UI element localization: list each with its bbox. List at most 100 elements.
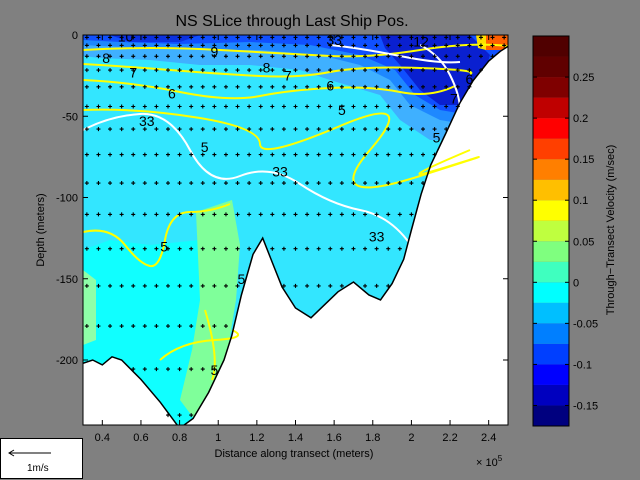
colorbar-swatch — [533, 118, 569, 139]
data-point-marker — [235, 104, 240, 109]
contour-yellow-7 — [204, 309, 216, 381]
data-point-marker — [478, 43, 483, 48]
data-point-marker — [177, 246, 182, 251]
colorbar-tick-label: 0.15 — [573, 154, 594, 166]
contour-label: 5 — [210, 362, 218, 378]
data-point-marker — [96, 324, 101, 329]
data-point-marker — [96, 212, 101, 217]
data-point-marker — [247, 152, 252, 157]
data-point-marker — [154, 104, 159, 109]
x-tick-label: 2 — [408, 432, 414, 444]
data-point-marker — [235, 152, 240, 157]
contour-yellow-3 — [83, 79, 456, 100]
data-point-marker — [467, 68, 472, 73]
contour-label: 5 — [238, 271, 246, 287]
data-point-marker — [108, 43, 113, 48]
data-point-marker — [131, 43, 136, 48]
data-point-marker — [166, 283, 170, 288]
data-point-marker — [374, 181, 379, 186]
data-point-marker — [177, 152, 182, 157]
data-point-marker — [386, 104, 391, 109]
colorbar-swatch — [533, 220, 569, 242]
data-point-marker — [247, 104, 252, 109]
data-point-marker — [305, 127, 310, 132]
data-point-marker — [258, 68, 263, 73]
colorbar-swatch — [533, 405, 569, 426]
data-point-marker — [154, 43, 159, 48]
data-point-marker — [293, 181, 298, 186]
data-point-marker — [212, 127, 217, 132]
data-point-marker — [189, 181, 194, 186]
data-point-marker — [84, 104, 89, 109]
contour-label: 5 — [433, 129, 441, 145]
contour-white-2 — [419, 44, 461, 111]
data-point-marker — [200, 246, 205, 251]
data-point-marker — [212, 104, 217, 109]
data-point-marker — [142, 35, 147, 40]
data-point-marker — [374, 152, 379, 157]
data-point-marker — [119, 246, 124, 251]
data-point-marker — [409, 43, 414, 48]
data-point-marker — [363, 283, 368, 288]
data-point-marker — [200, 212, 205, 217]
data-point-marker — [305, 104, 310, 109]
data-point-marker — [386, 84, 391, 89]
x-axis-label: Distance along transect (meters) — [215, 448, 374, 460]
data-point-marker — [96, 104, 101, 109]
reference-arrow-label: 1m/s — [27, 463, 49, 474]
data-point-marker — [108, 181, 113, 186]
data-point-marker — [270, 212, 275, 217]
data-point-marker — [119, 84, 124, 89]
seafloor-line — [83, 45, 508, 425]
data-point-marker — [351, 104, 356, 109]
data-point-marker — [397, 35, 402, 40]
data-point-marker — [212, 212, 217, 217]
data-point-marker — [142, 367, 147, 372]
y-tick-label: -100 — [56, 193, 78, 205]
data-point-marker — [258, 35, 263, 40]
data-point-marker — [200, 35, 205, 40]
data-point-marker — [444, 104, 449, 109]
data-point-marker — [142, 84, 147, 89]
colorbar-swatch — [533, 138, 569, 160]
data-point-marker — [270, 246, 275, 251]
data-point-marker — [293, 246, 298, 251]
data-point-marker — [444, 84, 449, 89]
data-point-marker — [386, 246, 391, 251]
data-point-marker — [281, 104, 286, 109]
data-point-marker — [444, 68, 449, 73]
data-point-marker — [293, 54, 298, 59]
y-tick-label: -200 — [56, 355, 78, 367]
data-point-marker — [386, 127, 391, 132]
data-point-marker — [131, 127, 136, 132]
data-point-marker — [200, 181, 205, 186]
x-tick-label: 1.4 — [288, 432, 303, 444]
data-point-marker — [235, 127, 240, 132]
data-point-marker — [166, 246, 170, 251]
data-point-marker — [189, 367, 194, 372]
data-point-marker — [409, 127, 414, 132]
data-point-marker — [142, 152, 147, 157]
data-point-marker — [84, 246, 89, 251]
contour-white-1 — [83, 112, 431, 261]
data-point-marker — [154, 283, 159, 288]
data-point-marker — [235, 84, 240, 89]
data-point-marker — [154, 246, 159, 251]
data-point-marker — [258, 54, 263, 59]
data-point-marker — [166, 104, 170, 109]
data-point-marker — [339, 54, 344, 59]
data-point-marker — [386, 43, 391, 48]
data-point-marker — [363, 54, 368, 59]
data-point-marker — [432, 127, 437, 132]
data-point-marker — [363, 181, 368, 186]
data-point-marker — [200, 367, 205, 372]
data-point-marker — [108, 35, 113, 40]
data-point-marker — [386, 212, 391, 217]
data-point-marker — [235, 35, 240, 40]
contour-label: 8 — [102, 50, 110, 66]
data-point-marker — [455, 54, 460, 59]
data-point-marker — [235, 212, 240, 217]
data-point-marker — [189, 152, 194, 157]
colorbar-swatch — [533, 302, 569, 324]
